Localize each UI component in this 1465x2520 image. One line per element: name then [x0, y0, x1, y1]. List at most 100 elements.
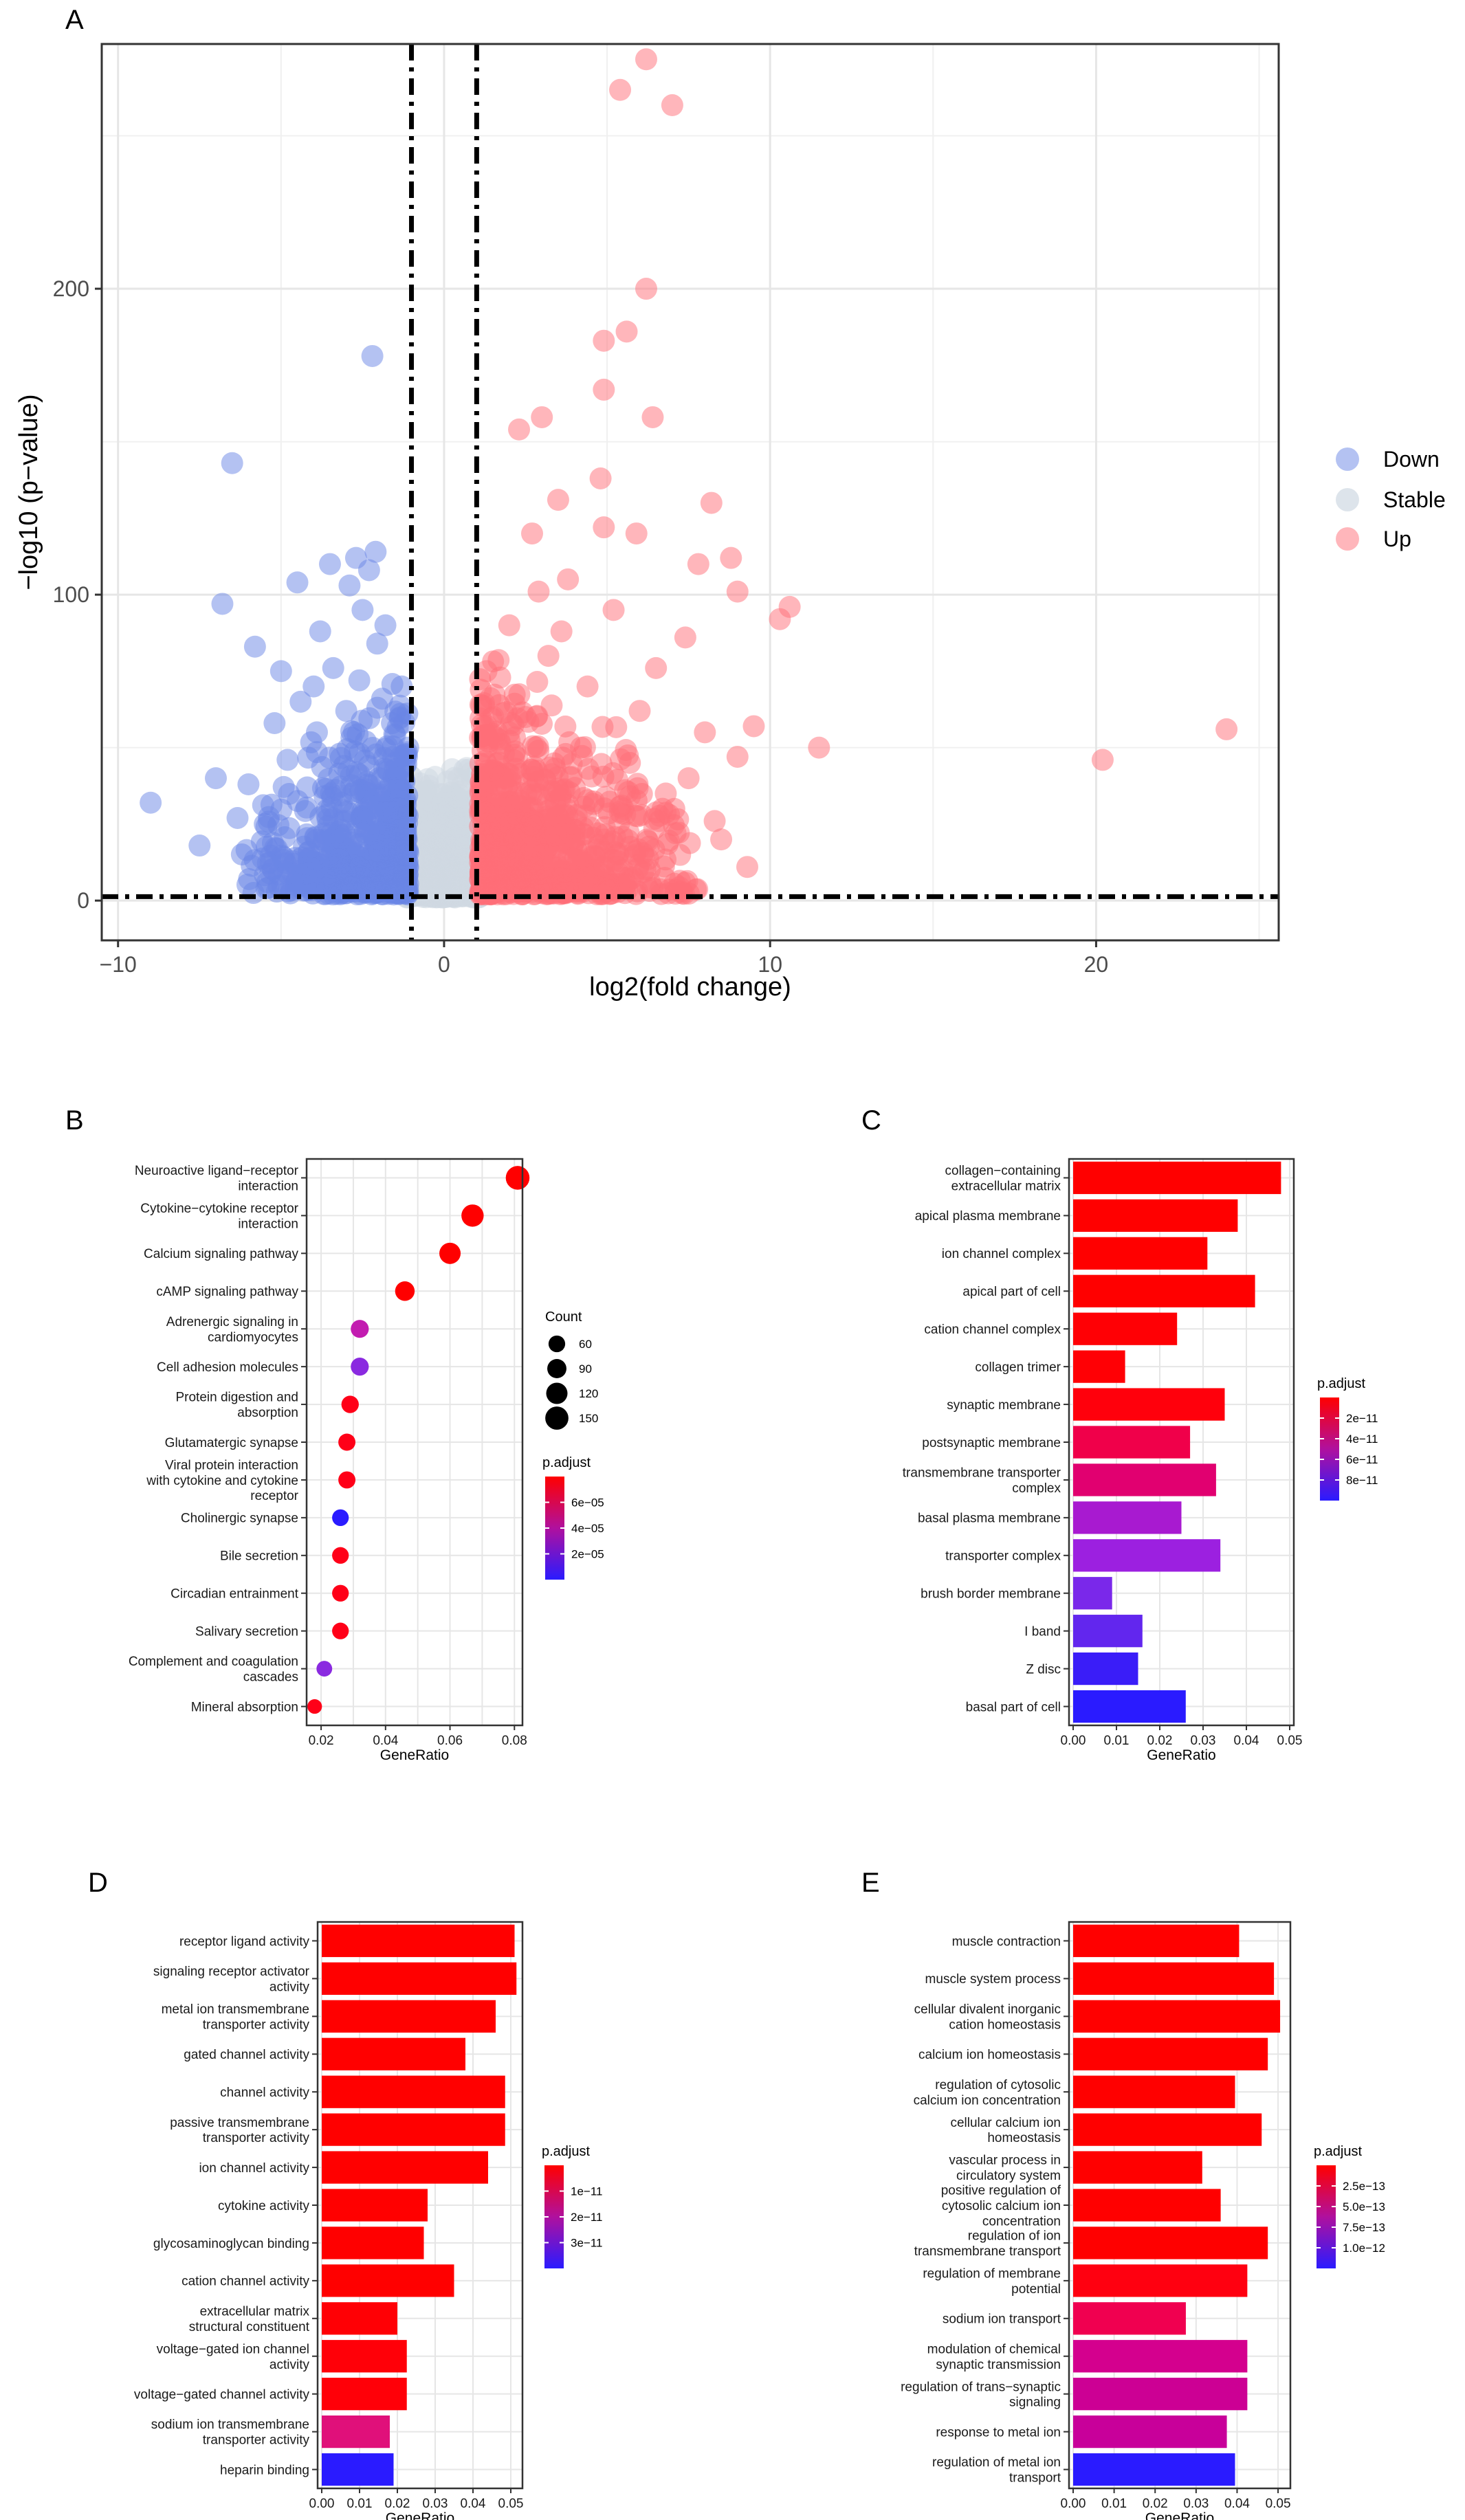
category-label: transport [1009, 2471, 1061, 2486]
bar [1073, 2151, 1202, 2184]
point-up [593, 378, 615, 401]
dot [338, 1433, 356, 1451]
x-tick-label: 0.00 [1061, 1734, 1086, 1748]
x-tick-label: 0.05 [498, 2497, 524, 2511]
x-tick-label: 0.04 [373, 1734, 398, 1748]
point-up [562, 848, 584, 870]
padj-legend-title: p.adjust [542, 2144, 590, 2159]
count-legend-dot [546, 1382, 568, 1404]
point-down [374, 614, 397, 637]
count-legend-dot [545, 1406, 569, 1430]
bar [1073, 2453, 1235, 2486]
dot [332, 1584, 349, 1602]
bar [322, 1962, 517, 1996]
category-label: muscle contraction [952, 1934, 1061, 1949]
dot [439, 1242, 461, 1264]
point-up [576, 675, 599, 698]
point-down [236, 874, 258, 896]
point-up [531, 843, 553, 866]
x-tick-label: 10 [758, 952, 782, 977]
bar [322, 2378, 407, 2411]
padj-legend-title: p.adjust [1314, 2144, 1362, 2159]
y-tick-label: 100 [53, 582, 89, 607]
category-label: Glutamatergic synapse [165, 1436, 298, 1450]
bar [322, 2075, 505, 2108]
category-label: absorption [237, 1406, 298, 1420]
category-label: ion channel activity [199, 2161, 309, 2176]
point-down [318, 553, 341, 575]
category-label: cellular calcium ion [950, 2116, 1061, 2130]
point-up [591, 716, 614, 738]
x-tick-label: 0.01 [1101, 2497, 1127, 2511]
point-up [674, 872, 696, 894]
category-label: Neuroactive ligand−receptor [135, 1164, 299, 1178]
category-label: voltage−gated channel activity [134, 2388, 310, 2402]
point-down [384, 751, 406, 774]
category-label: Z disc [1026, 1662, 1061, 1677]
x-tick-label: −10 [100, 952, 137, 977]
category-label: signaling [1009, 2396, 1061, 2410]
x-tick-label: 0.02 [309, 1734, 334, 1748]
legend-label: Down [1383, 447, 1440, 472]
dot [461, 1204, 484, 1227]
point-down [302, 882, 324, 905]
category-label: collagen−containing [945, 1164, 1061, 1178]
category-label: interaction [238, 1180, 298, 1194]
x-tick-label: 0.08 [502, 1734, 527, 1748]
point-up [509, 866, 532, 889]
point-down [338, 574, 361, 597]
point-up [651, 797, 674, 820]
point-stable [426, 813, 449, 835]
bar [1073, 1652, 1138, 1685]
bar [1073, 2302, 1186, 2335]
point-up [492, 767, 514, 790]
bar [1073, 1539, 1221, 1572]
point-up [720, 546, 742, 569]
point-up [602, 599, 625, 621]
bar [322, 2453, 394, 2486]
panel-label-a: A [65, 5, 84, 35]
point-up [583, 859, 606, 881]
point-up [557, 881, 580, 904]
category-label: Circadian entrainment [170, 1587, 299, 1602]
bar [1073, 1312, 1178, 1345]
bar [322, 2226, 424, 2259]
point-up [703, 810, 726, 832]
legend-key [1336, 447, 1359, 471]
point-down [316, 804, 338, 826]
x-tick-label: 0.00 [1061, 2497, 1086, 2511]
point-down [302, 675, 325, 698]
bar [322, 2340, 407, 2373]
point-stable [431, 831, 454, 854]
x-tick-label: 0.00 [309, 2497, 335, 2511]
category-label: Cell adhesion molecules [157, 1360, 298, 1375]
point-down [256, 852, 279, 874]
point-down [355, 859, 378, 882]
point-up [554, 715, 577, 738]
category-label: voltage−gated ion channel [157, 2342, 309, 2356]
point-up [710, 828, 733, 851]
bar [322, 2189, 428, 2222]
point-up [643, 838, 665, 861]
count-legend-label: 120 [579, 1387, 598, 1400]
point-stable [424, 866, 447, 889]
point-down [381, 712, 404, 735]
category-label: calcium ion homeostasis [918, 2048, 1061, 2062]
bar [1073, 1690, 1186, 1723]
category-label: regulation of metal ion [932, 2455, 1061, 2470]
padj-legend-title: p.adjust [542, 1455, 591, 1470]
point-up [525, 736, 547, 759]
point-up [687, 553, 709, 575]
point-down [387, 797, 410, 820]
bar [1073, 2340, 1248, 2373]
category-label: response to metal ion [936, 2425, 1061, 2440]
colorbar-label: 4e−11 [1346, 1433, 1378, 1446]
category-label: postsynaptic membrane [922, 1436, 1061, 1450]
colorbar-label: 1e−11 [571, 2185, 602, 2198]
point-down [366, 632, 388, 655]
point-up [641, 406, 664, 428]
x-tick-label: 0.01 [347, 2497, 373, 2511]
